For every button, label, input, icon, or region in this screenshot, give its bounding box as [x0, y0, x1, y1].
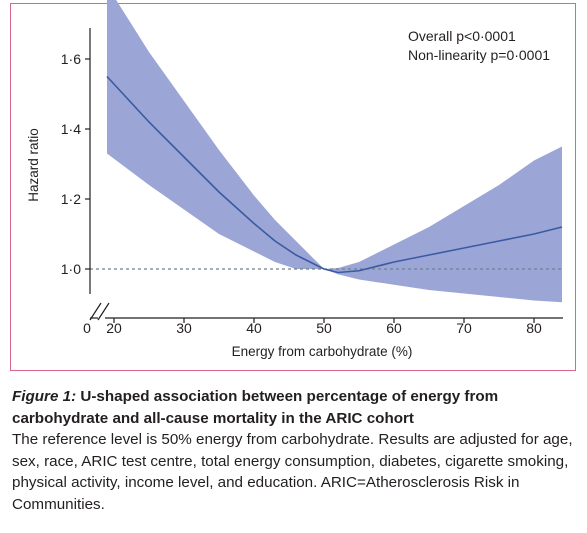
x-tick-label: 0: [83, 320, 91, 336]
x-tick-label: 30: [176, 320, 192, 336]
axis-break-mark: [89, 302, 102, 321]
x-tick-label: 80: [526, 320, 542, 336]
x-tick-label: 20: [106, 320, 122, 336]
overall-p-annotation: Overall p<0·0001: [408, 28, 516, 44]
figure-label: Figure 1:: [12, 388, 77, 405]
y-tick-label: 1·0: [61, 261, 81, 277]
x-tick-label: 40: [246, 320, 262, 336]
x-tick-label: 70: [456, 320, 472, 336]
y-tick-label: 1·6: [61, 51, 81, 67]
x-tick-label: 60: [386, 320, 402, 336]
figure-frame: [10, 3, 576, 371]
y-tick-label: 1·4: [61, 121, 81, 137]
x-tick-label: 50: [316, 320, 332, 336]
figure-caption: Figure 1: U-shaped association between p…: [12, 386, 577, 515]
hazard-ratio-line: [106, 75, 563, 274]
confidence-band: [107, 0, 562, 303]
caption-title-text: U-shaped association between percentage …: [12, 388, 499, 427]
y-tick-label: 1·2: [61, 191, 81, 207]
chart: 1·01·21·41·61·8020304050607080 Hazard ra…: [26, 0, 563, 359]
axis-break-mark: [97, 302, 110, 321]
x-axis-label: Energy from carbohydrate (%): [232, 344, 413, 359]
caption-body: The reference level is 50% energy from c…: [12, 431, 573, 513]
caption-title: Figure 1: U-shaped association between p…: [12, 386, 577, 429]
non-linearity-p-annotation: Non-linearity p=0·0001: [408, 47, 550, 63]
y-axis-label: Hazard ratio: [26, 128, 41, 202]
